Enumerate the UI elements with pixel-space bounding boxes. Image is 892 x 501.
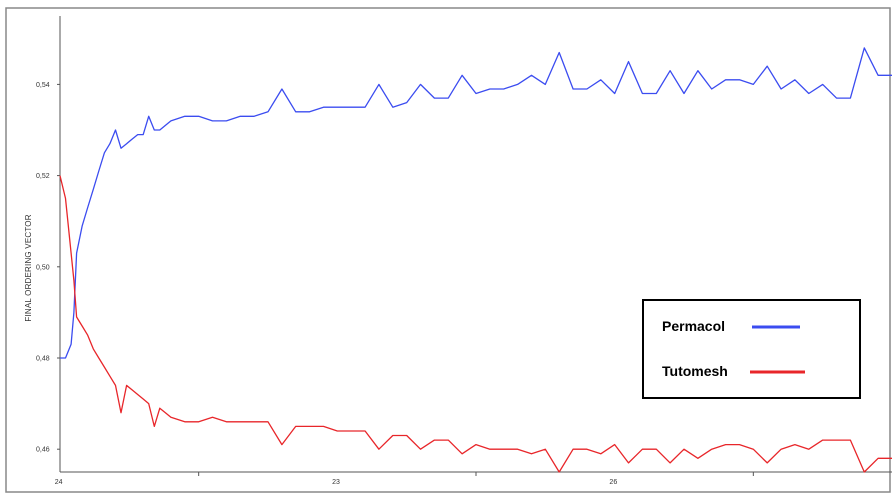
y-tick-label: 0,52 [36, 173, 50, 180]
legend-box [642, 299, 861, 399]
y-tick-label: 0,48 [36, 356, 50, 363]
legend: Permacol Tutomesh [642, 299, 861, 399]
x-ticks-group: 24 23 26 [55, 472, 754, 486]
x-tick-label: 26 [609, 479, 617, 486]
x-tick-label: 23 [332, 479, 340, 486]
y-tick-label: 0,50 [36, 264, 50, 271]
y-tick-label: 0,54 [36, 82, 50, 89]
y-tick-label: 0,46 [36, 447, 50, 454]
series-layer [59, 47, 892, 473]
outer-border [5, 7, 891, 493]
series-line-permacol [60, 47, 892, 359]
legend-label-tutomesh: Tutomesh [662, 363, 728, 379]
y-ticks-group: 0,46 0,48 0,50 0,52 0,54 [36, 82, 60, 454]
y-axis-label: FINAL ORDERING VECTOR [24, 214, 33, 321]
x-tick-label: 24 [55, 479, 63, 486]
series-line-tutomesh [59, 175, 892, 473]
legend-label-permacol: Permacol [662, 318, 725, 334]
